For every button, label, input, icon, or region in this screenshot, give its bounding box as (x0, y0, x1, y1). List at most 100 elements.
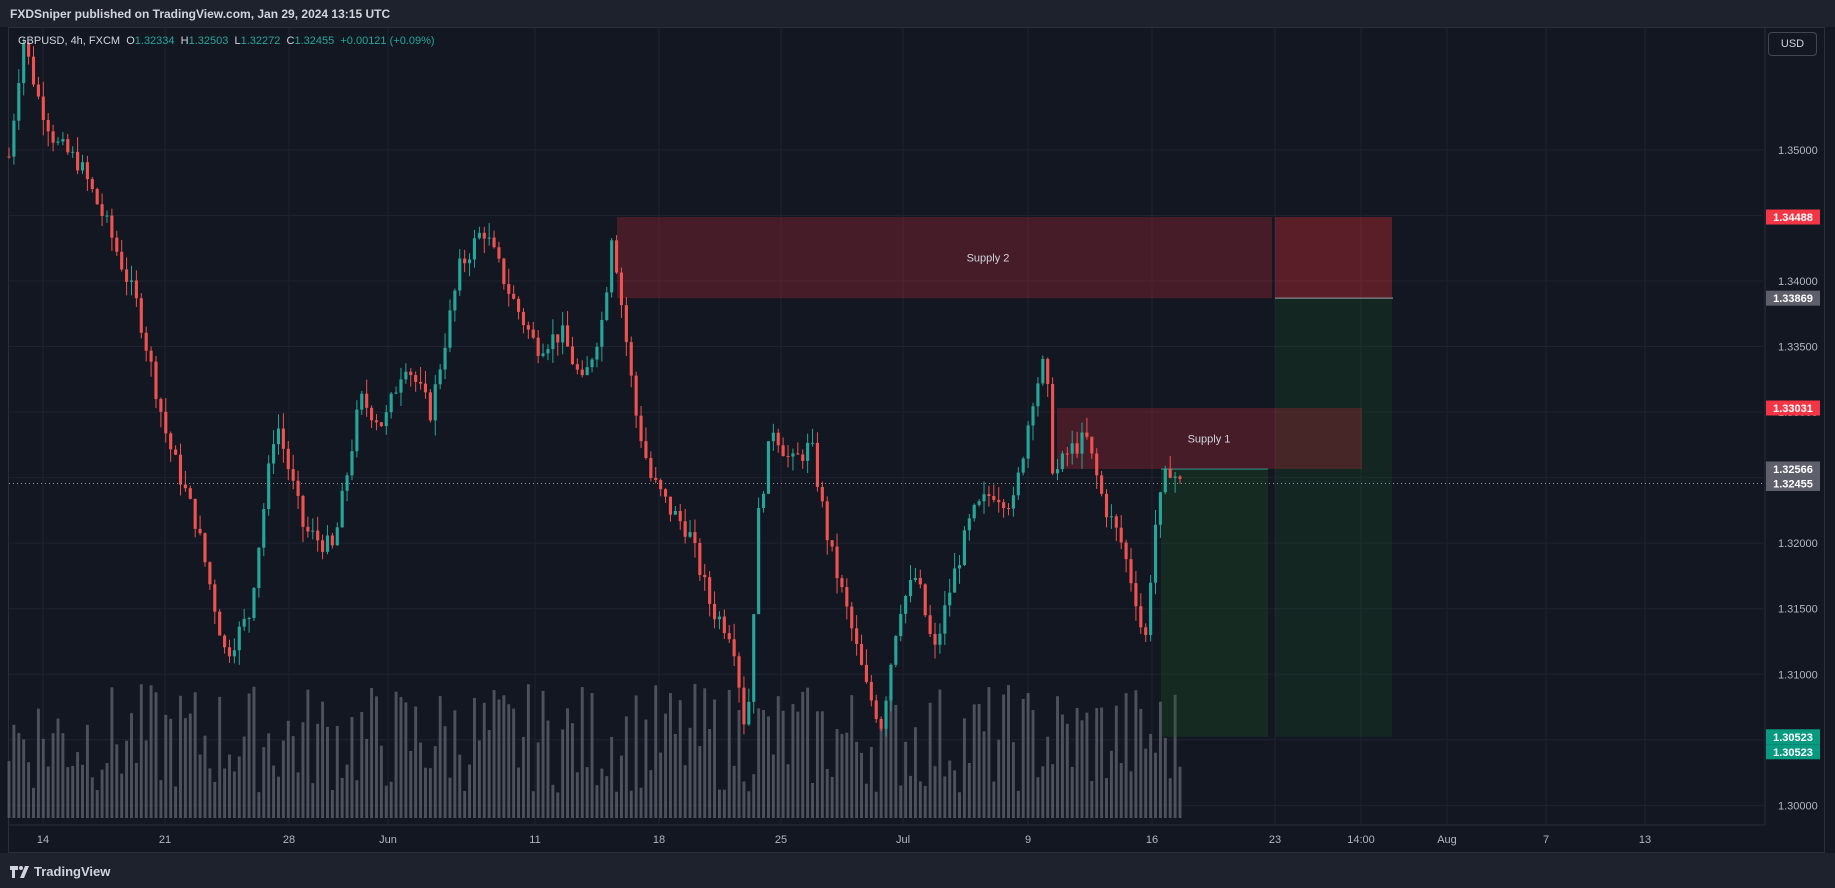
candle-body (546, 349, 550, 354)
candle-body (737, 656, 741, 688)
volume-bar (894, 704, 898, 818)
price-tick-label: 1.31500 (1778, 604, 1818, 616)
volume-bar (536, 742, 540, 818)
candle-body (982, 494, 986, 502)
candle-body (521, 311, 526, 326)
high-value: 1.32503 (188, 35, 229, 47)
time-tick-label: 21 (159, 834, 171, 846)
volume-bar (526, 684, 530, 818)
volume-bar (487, 730, 491, 818)
volume-bar (105, 763, 109, 818)
price-badge-label: 1.33869 (1773, 293, 1813, 305)
candle-body (1158, 492, 1162, 525)
candle-body (360, 393, 364, 410)
candle-body (188, 488, 192, 499)
volume-bar (7, 761, 11, 818)
price-badge (1766, 400, 1820, 416)
candle-body (433, 384, 437, 421)
volume-bar (972, 704, 976, 818)
candle-body (1055, 469, 1060, 474)
volume-bar (286, 720, 290, 818)
candle-body (85, 162, 89, 180)
candle-body (443, 347, 447, 370)
candle-body (262, 509, 266, 548)
volume-bar (987, 687, 991, 818)
volume-bar (561, 729, 565, 818)
volume-bar (820, 711, 824, 818)
candle-body (428, 392, 432, 421)
volume-bar (1065, 723, 1069, 818)
footer: TradingView (0, 853, 1835, 888)
candle-body (889, 664, 893, 701)
candle-body (585, 367, 589, 376)
volume-bar (615, 791, 619, 818)
time-tick-label: 14:00 (1347, 834, 1375, 846)
candle-body (717, 616, 722, 620)
currency-button[interactable]: USD (1768, 32, 1817, 56)
volume-bar (1051, 764, 1055, 818)
candle-body (649, 457, 653, 478)
volume-bar (110, 687, 114, 818)
candle-body (845, 587, 849, 607)
publish-text: FXDSniper published on TradingView.com, … (10, 7, 391, 21)
volume-bar (771, 754, 775, 818)
time-tick-label: 18 (653, 834, 665, 846)
candle-body (90, 179, 94, 189)
volume-bar (399, 697, 403, 818)
volume-bar (967, 762, 971, 818)
candle-body (497, 247, 501, 259)
candle-body (855, 628, 859, 644)
volume-bar (673, 733, 677, 818)
time-tick-label: 16 (1146, 834, 1158, 846)
volume-bar (120, 773, 124, 818)
candle-body (654, 477, 658, 481)
volume-bar (316, 723, 320, 818)
volume-bar (252, 686, 256, 818)
supply-2-label: Supply 2 (967, 253, 1010, 265)
volume-bar (174, 786, 178, 818)
candle-body (791, 453, 795, 457)
candle-body (526, 325, 530, 330)
candle-body (218, 611, 222, 636)
candle-body (712, 603, 717, 620)
volume-bar (125, 740, 129, 818)
volume-bar (884, 703, 888, 818)
volume-bar (198, 754, 202, 818)
candle-body (879, 718, 883, 729)
price-tick-label: 1.31000 (1778, 669, 1818, 681)
tradingview-logo[interactable]: TradingView (10, 864, 110, 879)
time-tick-label: 23 (1269, 834, 1281, 846)
time-tick-label: Jul (896, 834, 910, 846)
chart-area[interactable] (8, 27, 1825, 853)
volume-bar (1109, 750, 1113, 818)
volume-bar (639, 787, 643, 818)
volume-bar (1100, 707, 1104, 818)
candle-body (884, 700, 888, 729)
volume-bar (1095, 707, 1099, 818)
candle-body (1173, 476, 1177, 478)
price-tick-label: 1.35000 (1778, 145, 1818, 157)
time-tick-label: 9 (1025, 834, 1031, 846)
candle-body (345, 475, 349, 491)
low-value: 1.32272 (240, 35, 281, 47)
volume-bar (776, 696, 780, 818)
volume-bar (458, 754, 462, 818)
volume-bar (874, 791, 878, 818)
candle-body (394, 392, 398, 394)
volume-bar (183, 718, 187, 818)
candle-body (634, 375, 638, 416)
price-badge-label: 1.32455 (1773, 479, 1813, 491)
volume-bar (193, 692, 197, 818)
time-tick-label: Jun (379, 834, 397, 846)
candle-body (644, 441, 648, 458)
volume-bar (1070, 766, 1074, 818)
candle-body (771, 432, 775, 442)
candle-body (144, 332, 148, 351)
volume-bar (958, 792, 961, 818)
candle-body (1119, 527, 1123, 543)
volume-bar (1046, 736, 1050, 818)
price-badge (1766, 461, 1820, 477)
volume-bar (223, 768, 227, 818)
volume-bar (737, 710, 741, 818)
